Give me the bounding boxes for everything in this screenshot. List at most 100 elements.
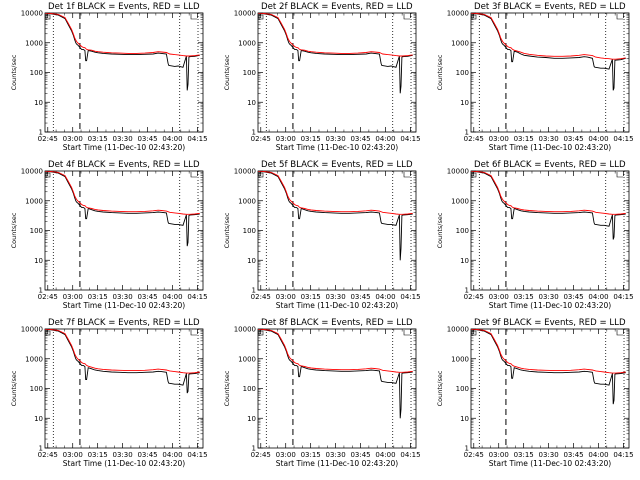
x-tick-label: 03:45: [350, 451, 370, 459]
y-axis-label: Counts/sec: [436, 212, 444, 248]
plot-frame: [470, 328, 630, 449]
x-tick-label: 04:00: [588, 451, 608, 459]
series-lld-line: [471, 13, 626, 60]
panel-title: Det 3f BLACK = Events, RED = LLD: [474, 2, 626, 12]
y-axis-label: Counts/sec: [10, 370, 18, 406]
y-tick-label: 1000: [238, 355, 256, 363]
x-tick-label: 02:45: [251, 135, 271, 143]
plot-frame: [44, 12, 204, 133]
x-tick-label: 03:30: [539, 451, 559, 459]
x-axis-label: Start Time (11-Dec-10 02:43:20): [63, 143, 185, 152]
x-tick-label: 04:00: [588, 135, 608, 143]
y-tick-label: 100: [30, 227, 43, 235]
y-tick-label: 1000: [451, 355, 469, 363]
x-tick-label: 03:00: [489, 451, 509, 459]
x-tick-label: 03:30: [113, 451, 133, 459]
x-tick-label: 04:00: [162, 135, 182, 143]
x-tick-label: 02:45: [464, 451, 484, 459]
x-tick-label: 03:15: [301, 451, 321, 459]
y-tick-label: 10000: [234, 326, 256, 334]
y-tick-label: 1: [39, 287, 43, 295]
x-tick-label: 03:00: [276, 135, 296, 143]
x-tick-label: 04:15: [613, 135, 633, 143]
plot-frame: [470, 12, 630, 133]
y-tick-label: 1000: [25, 197, 43, 205]
y-tick-label: 100: [456, 385, 469, 393]
series-events-line: [258, 329, 413, 419]
x-tick-label: 03:15: [514, 451, 534, 459]
x-tick-label: 03:00: [63, 451, 83, 459]
y-tick-label: 100: [243, 69, 256, 77]
y-tick-label: 1: [465, 287, 469, 295]
y-tick-label: 1: [465, 129, 469, 137]
panel-title: Det 5f BLACK = Events, RED = LLD: [261, 160, 413, 170]
x-tick-label: 02:45: [38, 293, 58, 301]
x-tick-label: 04:15: [613, 451, 633, 459]
series-lld-line: [258, 13, 413, 57]
y-axis-label: Counts/sec: [10, 212, 18, 248]
bracket-marker: [403, 330, 411, 336]
x-tick-label: 03:15: [514, 293, 534, 301]
y-tick-label: 10: [247, 99, 256, 107]
corner-marker: [471, 172, 477, 178]
x-axis-label: Start Time (11-Dec-10 02:43:20): [276, 459, 398, 468]
x-tick-label: 02:45: [251, 451, 271, 459]
y-tick-label: 10000: [234, 168, 256, 176]
series-lld-line: [45, 13, 200, 57]
x-tick-label: 04:00: [375, 293, 395, 301]
plot-frame: [257, 328, 417, 449]
x-tick-label: 03:00: [489, 293, 509, 301]
panel-title: Det 1f BLACK = Events, RED = LLD: [48, 2, 200, 12]
x-tick-label: 03:30: [113, 293, 133, 301]
series-events-line: [45, 171, 200, 247]
x-tick-label: 03:45: [350, 293, 370, 301]
y-tick-label: 10000: [234, 10, 256, 18]
panel-title: Det 9f BLACK = Events, RED = LLD: [474, 318, 626, 328]
plot-frame: [470, 170, 630, 291]
x-axis-label: Start Time (11-Dec-10 02:43:20): [276, 301, 398, 310]
x-tick-label: 03:45: [137, 293, 157, 301]
corner-marker: [258, 172, 264, 178]
plot-frame: [44, 328, 204, 449]
x-tick-label: 03:45: [563, 451, 583, 459]
bracket-marker: [616, 330, 624, 336]
x-tick-label: 03:00: [63, 293, 83, 301]
x-tick-label: 02:45: [251, 293, 271, 301]
y-axis-label: Counts/sec: [436, 54, 444, 90]
bracket-marker: [616, 14, 624, 20]
x-tick-label: 03:00: [63, 135, 83, 143]
y-tick-label: 10: [34, 99, 43, 107]
series-events-line: [471, 329, 626, 405]
series-events-line: [258, 171, 413, 261]
bracket-marker: [616, 172, 624, 178]
x-axis-label: Start Time (11-Dec-10 02:43:20): [489, 143, 611, 152]
series-events-line: [258, 13, 413, 94]
corner-marker: [471, 14, 477, 20]
y-axis-label: Counts/sec: [10, 54, 18, 90]
series-lld-line: [45, 171, 200, 215]
y-axis-label: Counts/sec: [436, 370, 444, 406]
panel-title: Det 6f BLACK = Events, RED = LLD: [474, 160, 626, 170]
y-tick-label: 10: [460, 99, 469, 107]
y-tick-label: 1: [465, 445, 469, 453]
y-tick-label: 1000: [451, 197, 469, 205]
x-tick-label: 03:45: [137, 135, 157, 143]
x-tick-label: 04:00: [162, 293, 182, 301]
y-tick-label: 100: [243, 227, 256, 235]
x-tick-label: 04:15: [613, 293, 633, 301]
y-tick-label: 100: [456, 69, 469, 77]
x-tick-label: 03:30: [326, 451, 346, 459]
x-tick-label: 03:15: [514, 135, 534, 143]
x-tick-label: 04:15: [400, 293, 420, 301]
panel-title: Det 4f BLACK = Events, RED = LLD: [48, 160, 200, 170]
x-tick-label: 02:45: [38, 451, 58, 459]
x-axis-label: Start Time (11-Dec-10 02:43:20): [63, 301, 185, 310]
x-tick-label: 03:45: [563, 135, 583, 143]
x-tick-label: 04:00: [162, 451, 182, 459]
x-tick-label: 04:15: [187, 135, 207, 143]
x-tick-label: 03:15: [301, 293, 321, 301]
bracket-marker: [403, 14, 411, 20]
y-tick-label: 10000: [447, 326, 469, 334]
y-tick-label: 1: [39, 129, 43, 137]
bracket-marker: [190, 330, 198, 336]
